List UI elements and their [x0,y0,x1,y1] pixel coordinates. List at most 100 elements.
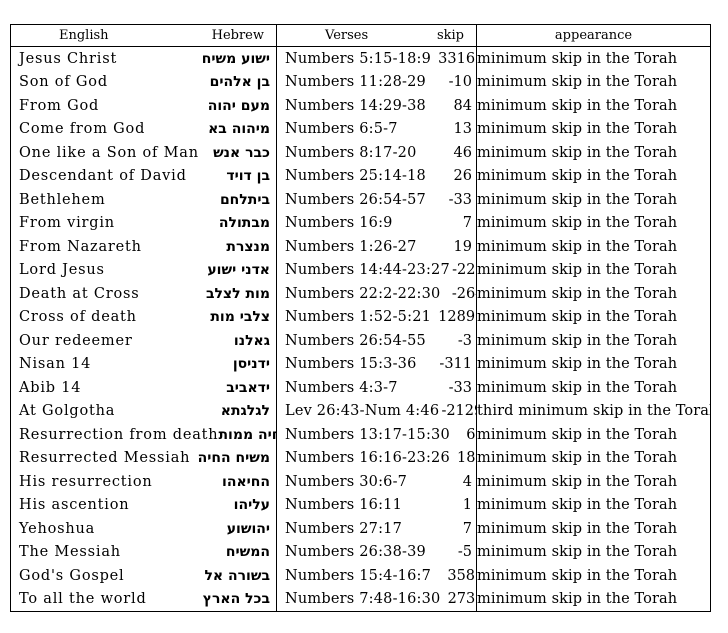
table-row: Bethlehem ביתלחם Numbers 26:54-57 -33 mi… [10,188,711,212]
appearance-text: minimum skip in the Torah [476,564,711,588]
english-hebrew-cell: Descendant of David בן דויד [10,164,277,188]
table-row: From virgin מבתולה Numbers 16:9 7 minimu… [10,211,711,235]
skip-value: -264 [451,285,476,302]
english-term: His ascention [19,497,130,514]
english-hebrew-cell: The Messiah המשיח [10,540,277,564]
header-hebrew: Hebrew [211,28,264,43]
appearance-text: minimum skip in the Torah [476,352,711,376]
english-term: At Golgotha [19,403,116,420]
skip-value: -5 [457,544,472,561]
english-term: The Messiah [19,544,121,561]
english-hebrew-cell: His ascention עליהו [10,493,277,517]
appearance-text: minimum skip in the Torah [476,587,711,612]
verse-range: Numbers 15:3-36 [285,356,417,373]
verse-range: Numbers 6:5-7 [285,121,398,138]
verses-skip-cell: Numbers 4:3-7 -33 [276,376,477,400]
verse-range: Numbers 26:54-55 [285,332,426,349]
appearance-text: minimum skip in the Torah [476,141,711,165]
appearance-text: minimum skip in the Torah [476,470,711,494]
skip-value: -10 [448,74,472,91]
english-term: Come from God [19,121,146,138]
english-term: From Nazareth [19,238,142,255]
english-term: Nisan 14 [19,356,92,373]
english-term: Yehoshua [19,520,96,537]
verses-skip-cell: Numbers 11:28-29 -10 [276,70,477,94]
hebrew-term: גאלנו [233,332,270,349]
table-body: Jesus Christ ישוע משיח Numbers 5:15-18:9… [10,46,711,612]
hebrew-term: ישוע משיח [201,50,270,67]
appearance-text: minimum skip in the Torah [476,235,711,259]
verses-skip-cell: Numbers 26:54-55 -3 [276,329,477,353]
english-hebrew-cell: Bethlehem ביתלחם [10,188,277,212]
english-term: Jesus Christ [19,50,118,67]
table-row: Resurrection from death תחיה ממות Number… [10,423,711,447]
english-hebrew-cell: Son of God בן אלהים [10,70,277,94]
hebrew-term: צלבי מות [210,309,270,326]
verses-skip-cell: Numbers 27:17 7 [276,517,477,541]
header-row: English Hebrew Verses skip appearance [10,24,711,47]
verse-range: Lev 26:43-Num 4:46 [285,403,440,420]
english-term: Cross of death [19,309,137,326]
table-row: At Golgotha לגלגתא Lev 26:43-Num 4:46 -2… [10,399,711,423]
english-term: To all the world [19,591,147,608]
verses-skip-cell: Numbers 5:15-18:9 3316 [276,46,477,71]
appearance-text: minimum skip in the Torah [476,46,711,71]
verses-skip-cell: Numbers 8:17-20 46 [276,141,477,165]
english-term: From God [19,97,100,114]
verses-skip-cell: Numbers 16:16-23:26 1810 [276,446,477,470]
verses-skip-cell: Numbers 14:29-38 84 [276,94,477,118]
verse-range: Numbers 15:4-16:7 [285,567,432,584]
english-hebrew-cell: Nisan 14 ידניסן [10,352,277,376]
verse-range: Numbers 22:2-22:30 [285,285,441,302]
english-term: Bethlehem [19,191,106,208]
verse-range: Numbers 11:28-29 [285,74,426,91]
skip-value: 13 [453,121,472,138]
english-hebrew-cell: Lord Jesus אדני ישוע [10,258,277,282]
appearance-text: minimum skip in the Torah [476,376,711,400]
english-term: Resurrection from death [19,426,219,443]
table-row: Son of God בן אלהים Numbers 11:28-29 -10… [10,70,711,94]
english-hebrew-cell: Death at Cross מות לצלב [10,282,277,306]
hebrew-term: ביתלחם [219,191,270,208]
verses-skip-cell: Numbers 1:26-27 19 [276,235,477,259]
header-english-hebrew: English Hebrew [10,24,277,47]
hebrew-term: בשורה אל [204,567,270,584]
appearance-text: minimum skip in the Torah [476,164,711,188]
english-term: Death at Cross [19,285,140,302]
english-hebrew-cell: Cross of death צלבי מות [10,305,277,329]
verse-range: Numbers 8:17-20 [285,144,417,161]
skip-value: 4 [462,473,472,490]
english-hebrew-cell: Our redeemer גאלנו [10,329,277,353]
hebrew-term: בן דויד [226,168,270,185]
english-hebrew-cell: From Nazareth מנצרת [10,235,277,259]
verse-range: Numbers 16:16-23:26 [285,450,450,467]
appearance-text: minimum skip in the Torah [476,94,711,118]
verses-skip-cell: Numbers 16:9 7 [276,211,477,235]
verse-range: Numbers 1:26-27 [285,238,417,255]
verses-skip-cell: Numbers 30:6-7 4 [276,470,477,494]
english-term: Abib 14 [19,379,82,396]
verses-skip-cell: Numbers 25:14-18 26 [276,164,477,188]
hebrew-term: בן אלהים [209,74,270,91]
verses-skip-cell: Numbers 26:54-57 -33 [276,188,477,212]
table-row: Death at Cross מות לצלב Numbers 22:2-22:… [10,282,711,306]
english-term: Lord Jesus [19,262,105,279]
skip-value: -3 [457,332,472,349]
table-row: Lord Jesus אדני ישוע Numbers 14:44-23:27… [10,258,711,282]
english-hebrew-cell: Abib 14 ידאביב [10,376,277,400]
verses-skip-cell: Numbers 26:38-39 -5 [276,540,477,564]
hebrew-term: ידניסן [232,356,270,373]
hebrew-term: החיאהו [222,473,270,490]
hebrew-term: המשיח [225,544,270,561]
skip-value: 1289 [438,309,476,326]
skip-value: 3316 [438,50,476,67]
hebrew-term: עליהו [233,497,270,514]
verse-range: Numbers 13:17-15:30 [285,426,450,443]
english-term: One like a Son of Man [19,144,199,161]
verse-range: Numbers 5:15-18:9 [285,50,432,67]
verse-range: Numbers 27:17 [285,520,403,537]
table-row: Yehoshua יהושוע Numbers 27:17 7 minimum … [10,517,711,541]
hebrew-term: ידאביב [226,379,270,396]
hebrew-term: אדני ישוע [207,262,270,279]
verse-range: Numbers 26:38-39 [285,544,426,561]
